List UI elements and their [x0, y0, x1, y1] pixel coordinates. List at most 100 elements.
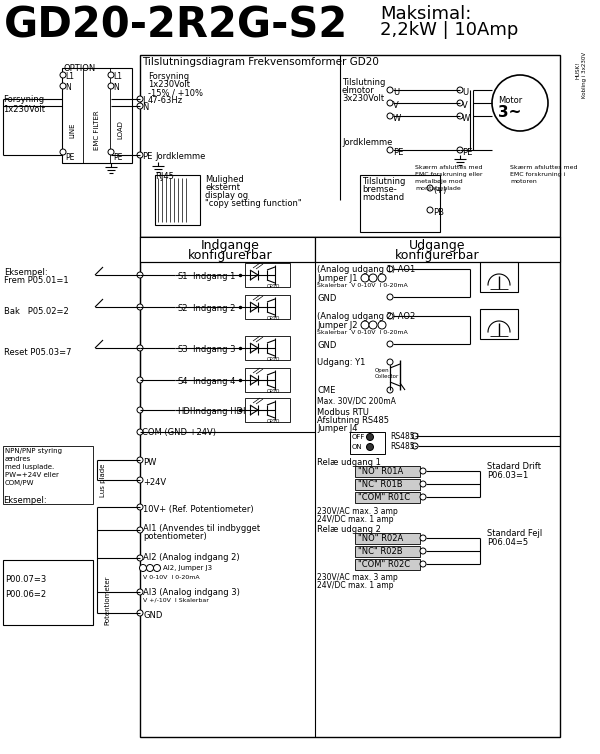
Text: Jordklemme: Jordklemme — [155, 152, 205, 161]
Text: PE: PE — [462, 148, 472, 157]
Circle shape — [146, 565, 154, 572]
Text: P00.06=2: P00.06=2 — [5, 590, 46, 599]
Text: bremse-: bremse- — [362, 185, 397, 194]
Text: AI1 (Anvendes til indbygget: AI1 (Anvendes til indbygget — [143, 524, 260, 533]
Text: "COM" R01C: "COM" R01C — [358, 493, 410, 502]
Text: HDI: HDI — [177, 407, 193, 416]
Text: P06.04=5: P06.04=5 — [487, 538, 528, 547]
Bar — [245, 398, 290, 422]
Text: OPTO: OPTO — [266, 419, 280, 424]
Text: Eksempel:: Eksempel: — [4, 268, 47, 277]
Circle shape — [369, 274, 377, 282]
Circle shape — [60, 72, 66, 78]
Bar — [355, 546, 420, 557]
Text: Standard Fejl: Standard Fejl — [487, 529, 542, 538]
Bar — [355, 492, 420, 503]
Text: GND: GND — [317, 294, 337, 303]
Circle shape — [108, 149, 114, 155]
Text: Motor: Motor — [498, 96, 522, 105]
Circle shape — [137, 304, 143, 310]
Text: Skalerbar  V 0-10V  I 0-20mA: Skalerbar V 0-10V I 0-20mA — [317, 330, 408, 335]
Text: GND: GND — [143, 611, 163, 620]
Circle shape — [420, 481, 426, 487]
Text: Forsyning: Forsyning — [3, 95, 44, 104]
Text: konfigurerbar: konfigurerbar — [395, 249, 479, 262]
Text: PE: PE — [142, 152, 152, 161]
Bar — [245, 368, 290, 392]
Bar — [355, 466, 420, 477]
Circle shape — [367, 434, 373, 440]
Circle shape — [361, 274, 369, 282]
Text: Max. 30V/DC 200mA: Max. 30V/DC 200mA — [317, 397, 396, 406]
Circle shape — [492, 75, 548, 131]
Text: OPTO: OPTO — [266, 284, 280, 289]
Text: modstand: modstand — [362, 193, 404, 202]
Text: potentiometer): potentiometer) — [143, 532, 207, 541]
Text: Potentiometer: Potentiometer — [104, 575, 110, 625]
Text: Indgang 1: Indgang 1 — [193, 272, 235, 281]
Text: display og: display og — [205, 191, 248, 200]
Text: Mulighed: Mulighed — [205, 175, 244, 184]
Text: HUSK!: HUSK! — [575, 61, 580, 78]
Text: "NO" R01A: "NO" R01A — [358, 467, 403, 476]
Text: PW=+24V eller: PW=+24V eller — [5, 472, 59, 478]
Text: Kobling i 3x230V: Kobling i 3x230V — [582, 52, 587, 98]
Circle shape — [412, 433, 418, 439]
Text: 24V/DC max. 1 amp: 24V/DC max. 1 amp — [317, 515, 394, 524]
Bar — [62, 68, 132, 163]
Text: -15% / +10%: -15% / +10% — [148, 88, 203, 97]
Text: Relæ udgang 2: Relæ udgang 2 — [317, 525, 381, 534]
Circle shape — [387, 359, 393, 365]
Text: OPTION: OPTION — [64, 64, 96, 73]
Text: P00.07=3: P00.07=3 — [5, 575, 46, 584]
Text: Maksimal:: Maksimal: — [380, 5, 472, 23]
Circle shape — [139, 565, 146, 572]
Circle shape — [387, 266, 393, 272]
Text: OPTO: OPTO — [266, 357, 280, 362]
Circle shape — [457, 100, 463, 106]
Text: Frem P05.01=1: Frem P05.01=1 — [4, 276, 68, 285]
Text: V +/-10V  I Skalerbar: V +/-10V I Skalerbar — [143, 598, 209, 603]
Text: AI2, Jumper J3: AI2, Jumper J3 — [163, 565, 212, 571]
Text: 230V/AC max. 3 amp: 230V/AC max. 3 amp — [317, 573, 398, 582]
Circle shape — [369, 321, 377, 329]
Circle shape — [137, 504, 143, 510]
Text: Forsyning: Forsyning — [148, 72, 189, 81]
Text: Indgang HDI: Indgang HDI — [193, 407, 245, 416]
Text: 47-63Hz: 47-63Hz — [148, 96, 183, 105]
Text: GD20-2R2G-S2: GD20-2R2G-S2 — [4, 5, 348, 47]
Text: Modbus RTU: Modbus RTU — [317, 408, 369, 417]
Text: 10V+ (Ref. Potentiometer): 10V+ (Ref. Potentiometer) — [143, 505, 254, 514]
Text: PE: PE — [65, 153, 74, 162]
Circle shape — [137, 477, 143, 483]
Text: PE: PE — [113, 153, 122, 162]
Circle shape — [361, 321, 369, 329]
Text: U: U — [462, 88, 468, 97]
Circle shape — [387, 100, 393, 106]
Text: elmotor: elmotor — [342, 86, 375, 95]
Circle shape — [367, 443, 373, 450]
Text: S2: S2 — [177, 304, 187, 313]
Circle shape — [137, 589, 143, 595]
Text: S4: S4 — [177, 377, 187, 386]
Text: 24V/DC max. 1 amp: 24V/DC max. 1 amp — [317, 581, 394, 590]
Circle shape — [387, 387, 393, 393]
Text: Tilslutning: Tilslutning — [342, 78, 385, 87]
Bar — [3, 446, 93, 504]
Text: Indgang 4: Indgang 4 — [193, 377, 235, 386]
Text: Skalerbar  V 0-10V  I 0-20mA: Skalerbar V 0-10V I 0-20mA — [317, 283, 408, 288]
Text: S1: S1 — [177, 272, 187, 281]
Text: Bak   P05.02=2: Bak P05.02=2 — [4, 307, 69, 316]
Text: (+): (+) — [433, 186, 446, 195]
Circle shape — [137, 429, 143, 435]
Text: LINE: LINE — [69, 122, 75, 138]
Bar — [245, 263, 290, 287]
Text: RJ45: RJ45 — [155, 172, 174, 181]
Text: CME: CME — [317, 386, 335, 395]
Text: Afslutning RS485: Afslutning RS485 — [317, 416, 389, 425]
Text: Skærm afsluttes med: Skærm afsluttes med — [415, 165, 482, 170]
Circle shape — [154, 565, 161, 572]
Text: OPTO: OPTO — [266, 389, 280, 394]
Text: L1: L1 — [65, 72, 74, 81]
Text: Collector: Collector — [375, 374, 399, 379]
